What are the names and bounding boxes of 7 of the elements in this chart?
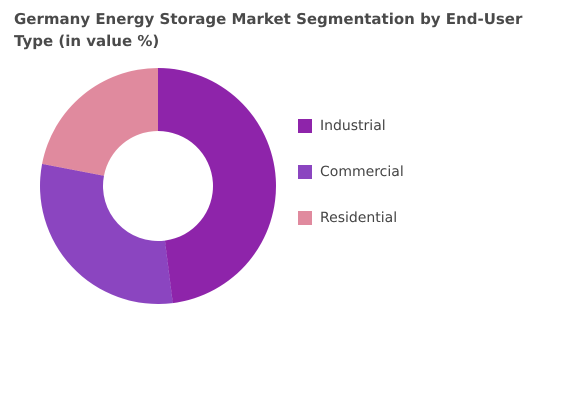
donut-slice	[158, 68, 276, 304]
chart-title: Germany Energy Storage Market Segmentation by End-User Type (in value %)	[14, 9, 524, 52]
legend-label: Industrial	[320, 118, 386, 134]
legend-label: Residential	[320, 210, 398, 226]
donut-slice	[40, 164, 173, 304]
legend-label: Commercial	[320, 164, 404, 180]
donut-slice	[42, 68, 158, 176]
